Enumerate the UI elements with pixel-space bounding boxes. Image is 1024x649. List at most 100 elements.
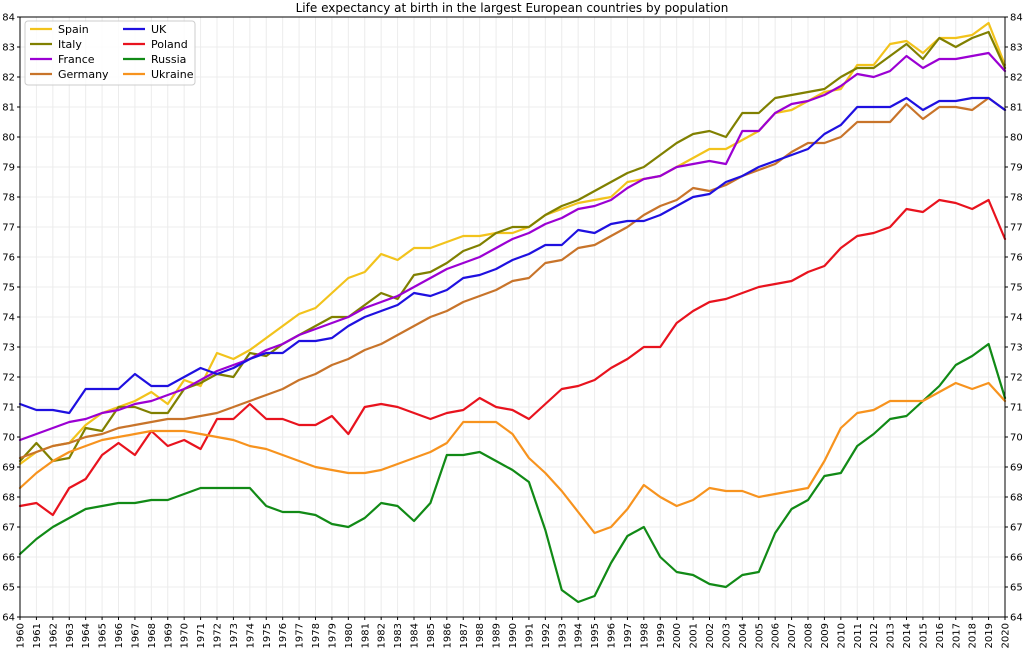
legend-label: UK <box>151 23 167 36</box>
y-tick-label: 73 <box>2 343 15 354</box>
x-tick-label: 1992 <box>541 623 552 648</box>
x-tick-label: 2014 <box>902 623 913 648</box>
x-tick-label: 1968 <box>147 623 158 648</box>
x-tick-label: 1990 <box>508 623 519 648</box>
y-tick-label: 70 <box>2 433 15 444</box>
legend-label: France <box>58 53 95 66</box>
y-tick-label: 74 <box>2 313 15 324</box>
y-tick-label: 83 <box>2 43 15 54</box>
x-tick-label: 2013 <box>886 623 897 648</box>
x-tick-label: 2012 <box>869 623 880 648</box>
x-tick-label: 1982 <box>377 623 388 648</box>
legend-label: Italy <box>58 38 82 51</box>
y-tick-label-right: 70 <box>1010 433 1023 444</box>
y-tick-label: 81 <box>2 103 15 114</box>
x-tick-label: 2010 <box>836 623 847 648</box>
series-line-germany <box>18 96 1007 460</box>
y-tick-label: 65 <box>2 583 15 594</box>
x-tick-label: 1960 <box>16 623 27 648</box>
legend-label: Germany <box>58 68 109 81</box>
y-tick-label-right: 74 <box>1010 313 1023 324</box>
x-tick-label: 2002 <box>705 623 716 648</box>
legend-box <box>24 20 196 86</box>
x-tick-label: 1981 <box>360 623 371 648</box>
x-tick-label: 1962 <box>48 623 59 648</box>
x-tick-label: 2020 <box>1001 623 1012 648</box>
y-tick-label-right: 73 <box>1010 343 1023 354</box>
y-tick-label: 77 <box>2 223 15 234</box>
y-tick-label-right: 66 <box>1010 553 1023 564</box>
x-tick-label: 1995 <box>590 623 601 648</box>
x-tick-label: 2015 <box>918 623 929 648</box>
x-tick-label: 1991 <box>524 623 535 648</box>
series-line-ukraine <box>18 381 1007 535</box>
x-tick-label: 1961 <box>32 623 43 648</box>
x-tick-label: 2006 <box>771 623 782 648</box>
y-tick-label: 72 <box>2 373 15 384</box>
x-tick-label: 1980 <box>344 623 355 648</box>
y-tick-label: 80 <box>2 133 15 144</box>
y-tick-label-right: 75 <box>1010 283 1023 294</box>
x-tick-label: 2004 <box>738 623 749 648</box>
x-tick-label: 2000 <box>672 623 683 648</box>
series-line-uk <box>18 96 1007 415</box>
x-tick-label: 1983 <box>393 623 404 648</box>
x-tick-label: 1989 <box>492 623 503 648</box>
x-tick-label: 1994 <box>574 623 585 648</box>
series-line-poland <box>18 198 1007 517</box>
y-tick-label-right: 65 <box>1010 583 1023 594</box>
x-tick-label: 1979 <box>327 623 338 648</box>
series-layer <box>18 21 1007 604</box>
y-tick-label-right: 82 <box>1010 73 1023 84</box>
x-tick-label: 1985 <box>426 623 437 648</box>
x-tick-label: 1993 <box>557 623 568 648</box>
y-tick-label: 78 <box>2 193 15 204</box>
x-tick-label: 1978 <box>311 623 322 648</box>
x-tick-label: 2003 <box>721 623 732 648</box>
y-tick-label: 68 <box>2 493 15 504</box>
series-line-france <box>18 51 1007 442</box>
series-line-spain <box>18 21 1007 466</box>
y-tick-label-right: 69 <box>1010 463 1023 474</box>
y-tick-label: 67 <box>2 523 15 534</box>
x-tick-label: 1964 <box>81 623 92 648</box>
x-tick-label: 1971 <box>196 623 207 648</box>
y-tick-label: 84 <box>2 13 15 24</box>
y-tick-label-right: 83 <box>1010 43 1023 54</box>
y-tick-label-right: 64 <box>1010 613 1023 624</box>
x-tick-label: 2019 <box>984 623 995 648</box>
x-tick-label: 2001 <box>689 623 700 648</box>
y-tick-label: 71 <box>2 403 15 414</box>
y-tick-label: 76 <box>2 253 15 264</box>
series-line-russia <box>18 342 1007 604</box>
x-tick-label: 2017 <box>951 623 962 648</box>
x-tick-label: 2005 <box>754 623 765 648</box>
x-tick-label: 2016 <box>935 623 946 648</box>
x-axis: 1960 1961 1962 1963 1964 1965 1966 1967 1968 1969… <box>16 617 1012 648</box>
y-tick-label: 79 <box>2 163 15 174</box>
x-tick-label: 1966 <box>114 623 125 648</box>
y-tick-label: 64 <box>2 613 15 624</box>
x-tick-label: 2009 <box>820 623 831 648</box>
y-axis-left: 64 65 66 67 68 69 70 71 72 73 74 75 76 77 78 79 80 81 82 83… <box>2 13 20 624</box>
x-tick-label: 1999 <box>656 623 667 648</box>
x-tick-label: 1965 <box>98 623 109 648</box>
chart-title: Life expectancy at birth in the largest … <box>296 1 729 15</box>
x-tick-label: 1977 <box>295 623 306 648</box>
x-tick-label: 1996 <box>607 623 618 648</box>
x-tick-label: 1986 <box>442 623 453 648</box>
x-tick-label: 1974 <box>245 623 256 648</box>
y-tick-label-right: 79 <box>1010 163 1023 174</box>
legend-label: Spain <box>58 23 89 36</box>
x-tick-label: 1997 <box>623 623 634 648</box>
x-tick-label: 2008 <box>804 623 815 648</box>
x-tick-label: 1963 <box>65 623 76 648</box>
grid <box>19 16 1006 618</box>
y-tick-label: 69 <box>2 463 15 474</box>
x-tick-label: 2018 <box>968 623 979 648</box>
y-tick-label-right: 71 <box>1010 403 1023 414</box>
y-tick-label-right: 67 <box>1010 523 1023 534</box>
y-axis-right: 64 65 66 67 68 69 70 71 72 73 74 75 76 77 78 79 80 81 82 83… <box>1005 13 1023 624</box>
x-tick-label: 1970 <box>180 623 191 648</box>
